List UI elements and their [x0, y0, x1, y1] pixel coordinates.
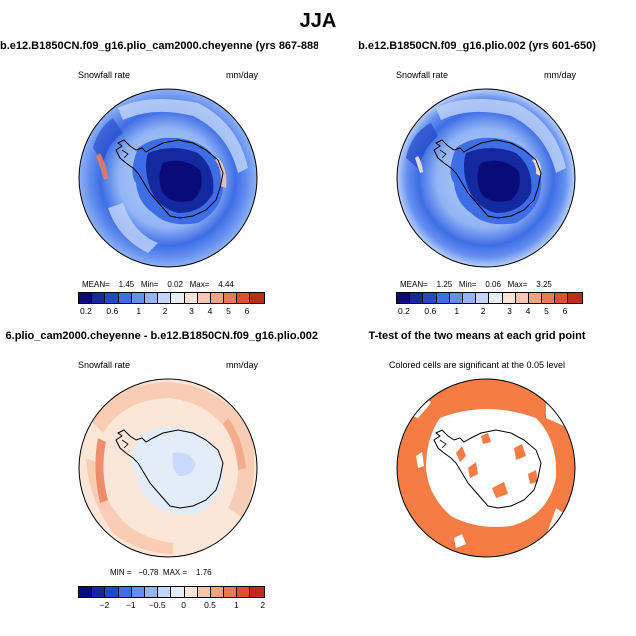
colorbar-swatch: [105, 587, 119, 597]
panel-c-title: B1850CN.f09_g16.plio_cam2000.cheyenne - …: [5, 330, 318, 342]
colorbar-swatch: [210, 293, 225, 303]
colorbar-tick-label: 1: [454, 306, 460, 316]
panel-a-coastline: [115, 139, 224, 219]
panel-difference: B1850CN.f09_g16.plio_cam2000.cheyenne - …: [0, 328, 318, 628]
panel-a-colorbar-ticks: 0.2 0.6 1 2 3 4 5 6: [78, 306, 258, 318]
colorbar-swatch: [462, 293, 477, 303]
colorbar-tick-label: 6: [562, 306, 568, 316]
panel-b-units-label: mm/day: [544, 70, 577, 80]
panel-a-polar-map: [78, 88, 258, 268]
panel-d-polar-map: [396, 378, 576, 558]
colorbar-swatch: [171, 293, 185, 303]
panel-b-coastline: [433, 139, 542, 219]
colorbar-swatch: [92, 587, 106, 597]
colorbar-swatch: [131, 293, 145, 303]
colorbar-tick-label: 2: [480, 306, 486, 316]
colorbar-tick-label: 4: [525, 306, 531, 316]
colorbar-swatch: [131, 587, 145, 597]
panel-c-units-label: mm/day: [226, 360, 259, 370]
colorbar-swatch: [118, 587, 132, 597]
panel-a-variable-label: Snowfall rate: [78, 70, 131, 80]
colorbar-swatch: [158, 293, 172, 303]
colorbar-swatch: [197, 293, 211, 303]
panel-c-variable-label: Snowfall rate: [78, 360, 131, 370]
colorbar-swatch: [184, 293, 198, 303]
colorbar-tick-label: 0.2: [397, 306, 410, 316]
colorbar-tick-label: 3: [507, 306, 512, 316]
colorbar-tick-label: 1: [234, 600, 239, 610]
panel-d-significance-label: Colored cells are significant at the 0.0…: [388, 360, 566, 370]
colorbar-tick-label: 3: [189, 306, 194, 316]
panel-b-title: b.e12.B1850CN.f09_g16.plio.002 (yrs 601-…: [358, 40, 596, 52]
colorbar-swatch: [92, 293, 106, 303]
colorbar-swatch: [449, 293, 463, 303]
panel-model-b: b.e12.B1850CN.f09_g16.plio.002 (yrs 601-…: [318, 38, 636, 338]
colorbar-tick-label: 6: [244, 306, 250, 316]
colorbar-swatch: [105, 293, 119, 303]
colorbar-swatch: [118, 293, 132, 303]
figure-title: JJA: [299, 10, 337, 32]
colorbar-swatch: [515, 293, 529, 303]
panel-d-coastline: [433, 429, 542, 509]
panel-b-variable-label: Snowfall rate: [396, 70, 449, 80]
colorbar-tick-label: 0: [181, 600, 186, 610]
colorbar-swatch: [397, 293, 411, 303]
panel-b-polar-map: [396, 88, 576, 268]
panel-c-coastline: [115, 429, 224, 509]
colorbar-swatch: [502, 293, 516, 303]
panel-a-stats: MEAN= 1.45 Min= 0.02 Max= 4.44: [82, 280, 234, 289]
colorbar-swatch: [489, 293, 503, 303]
colorbar-swatch: [144, 587, 159, 597]
panel-d-title: T-test of the two means at each grid poi…: [368, 330, 586, 342]
colorbar-swatch: [197, 587, 211, 597]
panel-c-stats: MIN = −0.78 MAX = 1.76: [110, 568, 212, 577]
colorbar-swatch: [250, 587, 264, 597]
colorbar-swatch: [224, 587, 238, 597]
colorbar-tick-label: 1: [136, 306, 142, 316]
colorbar-swatch: [184, 587, 198, 597]
panel-b-colorbar: [396, 292, 583, 304]
colorbar-swatch: [79, 293, 93, 303]
colorbar-swatch: [436, 293, 450, 303]
colorbar-tick-label: 5: [226, 306, 231, 316]
panel-c-colorbar-ticks: −2 −1 −0.5 0 0.5 1 2: [78, 600, 266, 612]
colorbar-tick-label: −0.5: [148, 600, 166, 610]
panel-model-a: b.e12.B1850CN.f09_g16.plio_cam2000.cheye…: [0, 38, 318, 338]
colorbar-swatch: [237, 293, 251, 303]
panel-c-colorbar: [78, 586, 265, 598]
colorbar-tick-label: −2: [99, 600, 110, 610]
colorbar-swatch: [237, 587, 251, 597]
colorbar-swatch: [410, 293, 424, 303]
colorbar-swatch: [79, 587, 93, 597]
colorbar-swatch: [250, 293, 264, 303]
colorbar-swatch: [423, 293, 437, 303]
panel-ttest: T-test of the two means at each grid poi…: [318, 328, 636, 628]
colorbar-swatch: [528, 293, 543, 303]
colorbar-tick-label: 2: [260, 600, 266, 610]
panel-a-colorbar: [78, 292, 265, 304]
colorbar-swatch: [542, 293, 556, 303]
colorbar-swatch: [210, 587, 225, 597]
colorbar-swatch: [224, 293, 238, 303]
colorbar-swatch: [476, 293, 490, 303]
colorbar-swatch: [568, 293, 582, 303]
colorbar-swatch: [555, 293, 569, 303]
colorbar-tick-label: 0.5: [204, 600, 216, 610]
colorbar-swatch: [144, 293, 159, 303]
colorbar-tick-label: 5: [544, 306, 549, 316]
colorbar-tick-label: 4: [207, 306, 213, 316]
colorbar-swatch: [158, 587, 172, 597]
colorbar-tick-label: 2: [162, 306, 168, 316]
panel-b-colorbar-ticks: 0.2 0.6 1 2 3 4 5 6: [396, 306, 576, 318]
panel-b-stats: MEAN= 1.25 Min= 0.06 Max= 3.25: [400, 280, 552, 289]
colorbar-tick-label: −1: [125, 600, 136, 610]
panel-a-title: b.e12.B1850CN.f09_g16.plio_cam2000.cheye…: [0, 40, 318, 52]
colorbar-tick-label: 0.2: [79, 306, 92, 316]
colorbar-tick-label: 0.6: [106, 306, 119, 316]
colorbar-tick-label: 0.6: [424, 306, 437, 316]
panel-a-units-label: mm/day: [226, 70, 259, 80]
colorbar-swatch: [171, 587, 185, 597]
panel-c-polar-map: [78, 378, 258, 558]
